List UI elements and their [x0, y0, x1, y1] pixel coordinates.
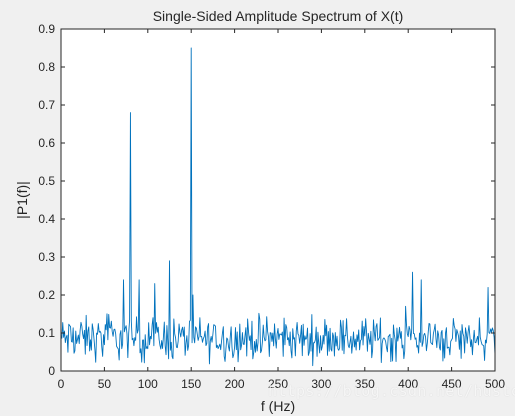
- x-tick-label: 150: [181, 377, 201, 391]
- y-tick-label: 0: [48, 364, 55, 378]
- x-tick-label: 300: [311, 377, 331, 391]
- y-tick-label: 0.7: [38, 98, 55, 112]
- y-tick-label: 0.5: [38, 174, 55, 188]
- watermark: https://blog.csdn.net/hustcxl: [268, 382, 515, 400]
- x-tick-label: 450: [442, 377, 462, 391]
- y-axis-label: |P1(f)|: [14, 181, 30, 219]
- y-tick-label: 0.6: [38, 136, 55, 150]
- spectrum-series: [60, 47, 496, 367]
- x-tick-label: 0: [58, 377, 65, 391]
- x-tick-label: 350: [355, 377, 375, 391]
- x-tick-label: 500: [485, 377, 505, 391]
- y-tick-label: 0.8: [38, 60, 55, 74]
- x-axis-label: f (Hz): [261, 398, 295, 414]
- x-tick-label: 50: [98, 377, 112, 391]
- y-tick-label: 0.4: [38, 212, 55, 226]
- y-tick-label: 0.1: [38, 326, 55, 340]
- plot-area: [61, 29, 495, 371]
- x-tick-label: 400: [398, 377, 418, 391]
- x-tick-label: 100: [138, 377, 158, 391]
- y-axis: 0 0.1 0.2 0.3 0.4 0.5 0.6 0.7 0.8 0.9: [38, 22, 495, 378]
- y-tick-label: 0.3: [38, 250, 55, 264]
- y-tick-label: 0.2: [38, 288, 55, 302]
- x-axis: 0 50 100 150 200 250 300 350 400 450 500: [58, 29, 505, 391]
- spectrum-line: [60, 47, 496, 367]
- x-tick-label: 250: [268, 377, 288, 391]
- y-tick-label: 0.9: [38, 22, 55, 36]
- chart-title: Single-Sided Amplitude Spectrum of X(t): [153, 8, 404, 24]
- x-tick-label: 200: [225, 377, 245, 391]
